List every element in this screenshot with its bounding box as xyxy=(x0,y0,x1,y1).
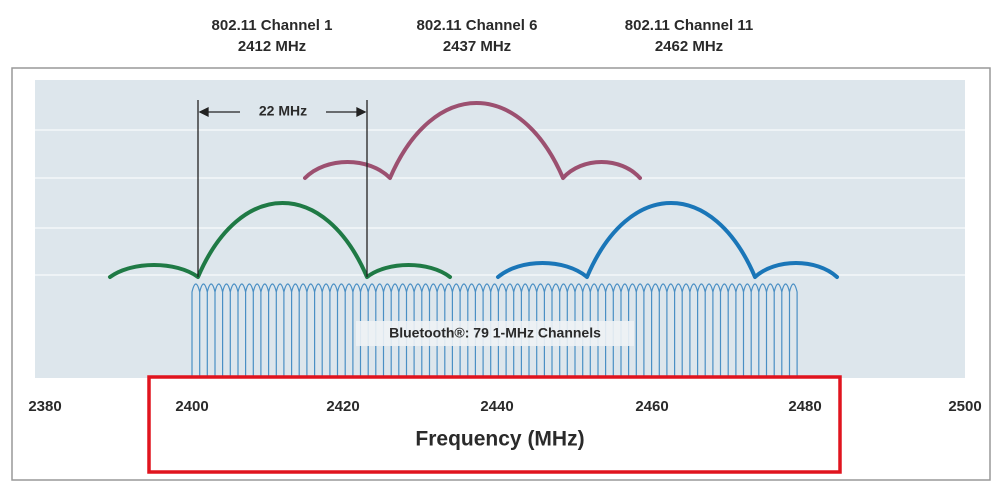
width-annotation xyxy=(197,100,368,277)
bluetooth-channels xyxy=(191,283,798,378)
tick-label: 2480 xyxy=(788,398,821,415)
tick-label: 2380 xyxy=(28,398,61,415)
wifi-channel xyxy=(108,201,452,279)
highlight-box xyxy=(147,375,842,474)
wifi-channel xyxy=(496,201,839,279)
arrowheads xyxy=(198,106,367,118)
wifi-channel xyxy=(303,101,642,180)
tick-label: 2440 xyxy=(480,398,513,415)
channel-labels: 802.11 Channel 1 2412 MHz 802.11 Channel 6… xyxy=(212,17,754,55)
tick-label: 2420 xyxy=(326,398,359,415)
bluetooth-label: Bluetooth®: 79 1-MHz Channels xyxy=(389,325,601,341)
axis-ticks: 2380 2400 2420 2440 2460 2480 2500 xyxy=(28,398,981,415)
channel-name: 802.11 Channel 6 xyxy=(417,17,538,34)
channel-freq: 2437 MHz xyxy=(443,38,511,55)
channel-freq: 2462 MHz xyxy=(655,38,723,55)
tick-label: 2460 xyxy=(635,398,668,415)
channel-name: 802.11 Channel 1 xyxy=(212,17,333,34)
signal-lobes xyxy=(108,101,839,378)
tick-label: 2500 xyxy=(948,398,981,415)
annotation: 22 MHz xyxy=(259,103,307,119)
bluetooth-label-box xyxy=(356,321,634,346)
channel-freq: 2412 MHz xyxy=(238,38,306,55)
axis-label: Frequency (MHz) xyxy=(415,428,584,451)
channel-name: 802.11 Channel 11 xyxy=(625,17,753,34)
tick-label: 2400 xyxy=(175,398,208,415)
